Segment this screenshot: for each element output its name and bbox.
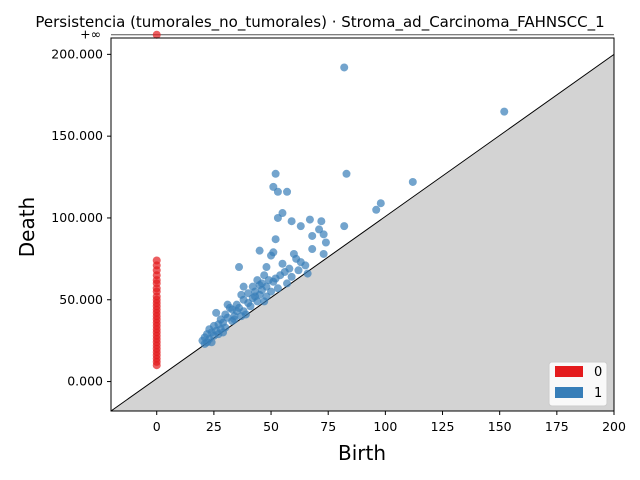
- x-tick-label: 175: [545, 419, 569, 434]
- point-series-1: [319, 249, 328, 258]
- x-tick-label: 75: [320, 419, 336, 434]
- point-series-1: [212, 308, 221, 317]
- legend: 0 1: [548, 361, 608, 407]
- legend-label-0: 0: [594, 365, 602, 380]
- point-series-1: [269, 277, 278, 286]
- point-series-1: [296, 222, 305, 231]
- y-tick-label: 200.000: [51, 46, 103, 61]
- point-series-1: [372, 205, 381, 214]
- point-series-1: [267, 251, 276, 260]
- points-layer: [152, 30, 509, 370]
- point-series-1: [305, 215, 314, 224]
- y-tick-label: 150.000: [51, 128, 103, 143]
- point-series-1: [235, 263, 244, 272]
- point-series-1: [200, 339, 209, 348]
- point-series-1: [308, 231, 317, 240]
- point-series-1: [255, 246, 264, 255]
- point-series-1: [301, 261, 310, 270]
- point-series-1: [246, 302, 255, 311]
- point-series-1: [207, 338, 216, 347]
- y-axis-label: Death: [15, 197, 39, 257]
- point-series-1: [257, 279, 266, 288]
- infinity-tick-label: +∞: [80, 27, 101, 42]
- point-series-1: [262, 263, 271, 272]
- point-series-1: [287, 272, 296, 281]
- plot-frame: [110, 37, 615, 412]
- point-series-1: [230, 315, 239, 324]
- point-series-1: [317, 217, 326, 226]
- x-tick-label: 25: [206, 419, 222, 434]
- point-series-1: [251, 292, 260, 301]
- point-series-1: [303, 269, 312, 278]
- point-series-0: [152, 361, 161, 370]
- point-series-1: [278, 259, 287, 268]
- point-series-1: [321, 238, 330, 247]
- y-tick-label: 100.000: [51, 210, 103, 225]
- point-series-0: [152, 30, 161, 39]
- point-series-1: [294, 266, 303, 275]
- point-series-1: [273, 213, 282, 222]
- point-series-1: [225, 303, 234, 312]
- point-series-1: [283, 187, 292, 196]
- point-series-1: [308, 245, 317, 254]
- point-series-1: [273, 187, 282, 196]
- point-series-1: [500, 107, 509, 116]
- legend-swatch-1: [555, 387, 583, 398]
- legend-swatch-0: [555, 366, 583, 377]
- point-series-1: [340, 63, 349, 72]
- point-series-1: [287, 217, 296, 226]
- x-tick-label: 0: [153, 419, 161, 434]
- legend-label-1: 1: [594, 386, 602, 401]
- point-series-1: [271, 169, 280, 178]
- x-tick-label: 200: [602, 419, 626, 434]
- chart-title: Persistencia (tumorales_no_tumorales) · …: [35, 13, 604, 32]
- point-series-1: [340, 222, 349, 231]
- x-tick-label: 50: [263, 419, 279, 434]
- point-series-1: [376, 199, 385, 208]
- point-series-1: [408, 177, 417, 186]
- x-tick-label: 125: [431, 419, 455, 434]
- point-series-1: [241, 310, 250, 319]
- point-series-1: [239, 282, 248, 291]
- x-axis-label: Birth: [338, 441, 386, 465]
- y-tick-label: 0.000: [67, 374, 103, 389]
- point-series-1: [271, 235, 280, 244]
- plot-area: [110, 30, 615, 412]
- y-tick-label: 50.000: [59, 292, 103, 307]
- point-series-1: [283, 279, 292, 288]
- point-series-1: [342, 169, 351, 178]
- x-tick-label: 150: [488, 419, 512, 434]
- y-axis-ticks: 0.000 50.000 100.000 150.000 200.000: [51, 46, 111, 389]
- x-axis-ticks: 0 25 50 75 100 125 150 175 200: [153, 411, 626, 434]
- x-tick-label: 100: [373, 419, 397, 434]
- diagonal-line: [110, 53, 615, 412]
- point-series-1: [260, 297, 269, 306]
- point-series-1: [319, 230, 328, 239]
- point-series-1: [232, 307, 241, 316]
- point-series-1: [273, 284, 282, 293]
